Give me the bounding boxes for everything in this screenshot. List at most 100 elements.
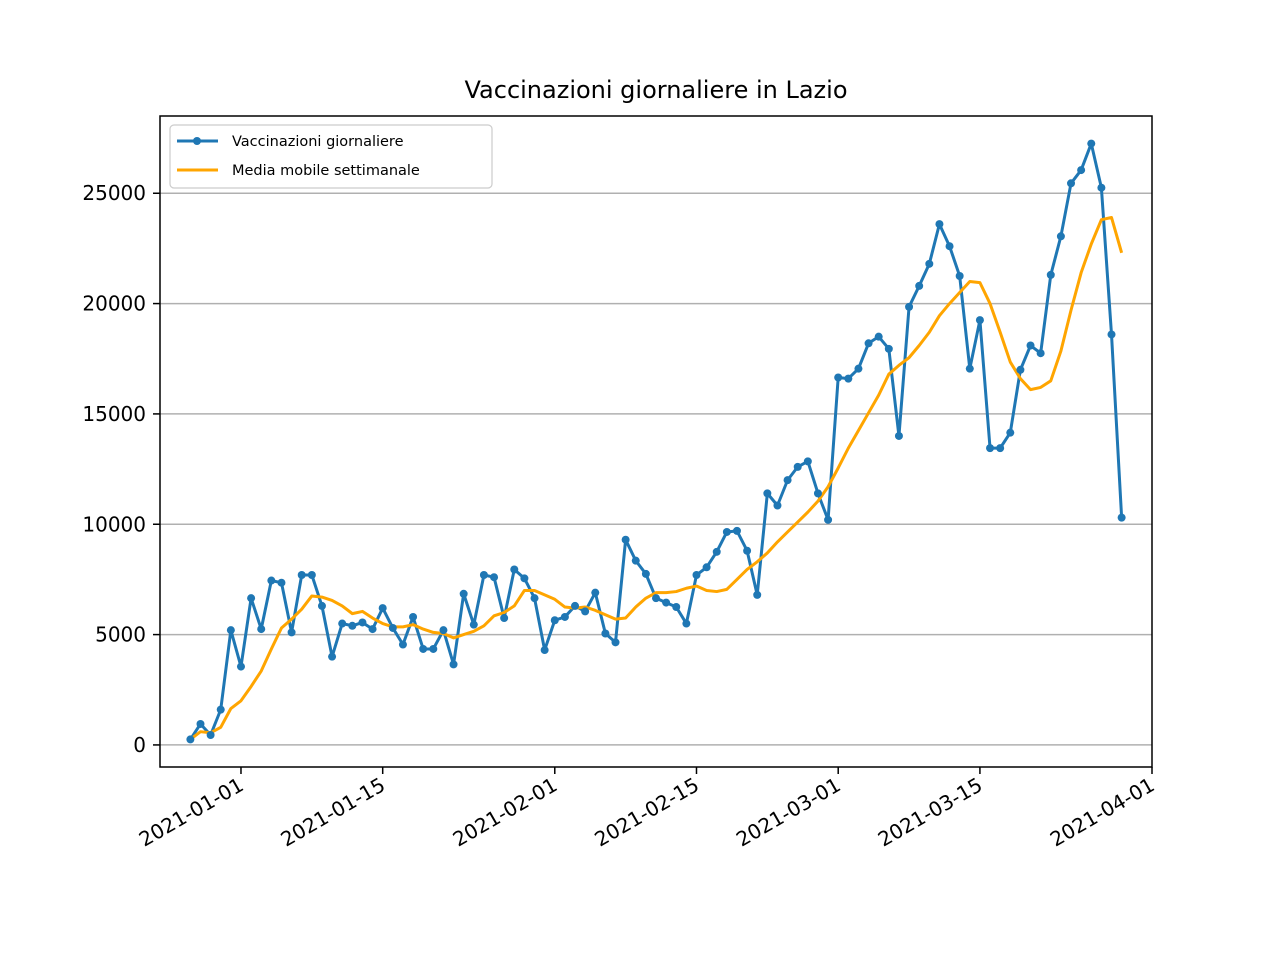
daily-point	[793, 462, 802, 471]
daily-point	[581, 607, 590, 616]
daily-point	[338, 619, 347, 628]
daily-point	[925, 259, 934, 268]
daily-point	[429, 644, 438, 653]
daily-point	[398, 640, 407, 649]
daily-point	[196, 719, 205, 728]
y-grid-lines	[160, 192, 1152, 746]
daily-point	[975, 316, 984, 325]
daily-point	[834, 373, 843, 382]
daily-point	[348, 621, 357, 630]
daily-point	[621, 535, 630, 544]
daily-point	[520, 574, 529, 583]
daily-point	[186, 735, 195, 744]
daily-point	[1087, 139, 1096, 148]
daily-point	[874, 332, 883, 341]
axes-frame	[159, 115, 1153, 768]
daily-point	[662, 598, 671, 607]
daily-point	[591, 588, 600, 597]
daily-point	[753, 590, 762, 599]
daily-point	[682, 619, 691, 628]
daily-point	[479, 571, 488, 580]
daily-point	[732, 526, 741, 535]
legend-label-daily: Vaccinazioni giornaliere	[232, 134, 404, 150]
daily-point	[631, 556, 640, 565]
daily-point	[824, 515, 833, 524]
daily-point	[317, 601, 326, 610]
legend: Vaccinazioni giornaliere Media mobile se…	[169, 124, 493, 189]
daily-point	[955, 271, 964, 280]
daily-point	[1117, 513, 1126, 522]
daily-point	[419, 644, 428, 653]
legend-marker-daily	[193, 137, 201, 145]
daily-point	[449, 660, 458, 669]
y-tick-label: 0	[133, 733, 146, 757]
legend-label-moving-avg: Media mobile settimanale	[232, 163, 420, 179]
daily-point	[409, 612, 418, 621]
daily-point	[236, 662, 245, 671]
daily-point	[945, 242, 954, 251]
daily-point	[550, 616, 559, 625]
y-tick-label: 25000	[82, 181, 146, 205]
daily-point	[328, 652, 337, 661]
daily-point	[1026, 341, 1035, 350]
daily-point	[743, 546, 752, 555]
daily-point	[864, 339, 873, 348]
daily-point	[1067, 179, 1076, 188]
daily-point	[206, 731, 215, 739]
moving-average-line	[189, 216, 1124, 741]
daily-point	[267, 576, 276, 585]
daily-point	[652, 594, 660, 603]
daily-point	[1077, 166, 1086, 175]
daily-point	[854, 364, 863, 373]
daily-point	[722, 527, 731, 536]
daily-point	[601, 629, 610, 638]
daily-point	[611, 638, 620, 647]
legend-box	[169, 124, 493, 189]
daily-point	[1046, 270, 1055, 279]
y-tick-label: 5000	[95, 623, 146, 647]
daily-point	[986, 444, 995, 453]
daily-point	[1056, 232, 1065, 241]
daily-point	[996, 444, 1005, 453]
daily-point	[490, 573, 499, 582]
daily-point	[915, 281, 924, 290]
daily-point	[1097, 183, 1106, 192]
daily-point	[469, 620, 478, 629]
daily-point	[277, 578, 286, 587]
daily-point	[307, 571, 316, 580]
daily-point	[287, 628, 296, 637]
daily-point	[884, 344, 893, 353]
daily-point	[378, 604, 387, 613]
daily-point	[257, 625, 266, 634]
daily-point	[905, 302, 914, 311]
daily-point	[1036, 349, 1045, 358]
y-tick-label: 10000	[82, 512, 146, 536]
daily-point	[1016, 365, 1025, 374]
daily-point	[965, 364, 974, 373]
daily-point	[560, 612, 569, 621]
y-axis: 0 5000 10000 15000 20000 25000	[82, 181, 160, 757]
daily-point	[226, 626, 235, 635]
daily-point	[813, 489, 822, 498]
daily-point	[388, 623, 397, 632]
daily-point	[672, 603, 681, 612]
daily-point	[712, 547, 721, 556]
daily-point	[358, 618, 367, 627]
daily-point	[641, 569, 650, 578]
daily-point	[439, 626, 448, 635]
daily-point	[540, 646, 549, 655]
daily-point	[368, 625, 377, 634]
y-tick-label: 15000	[82, 402, 146, 426]
y-tick-label: 20000	[82, 292, 146, 316]
daily-point	[1107, 330, 1116, 339]
plot-area	[186, 139, 1126, 744]
daily-point	[783, 476, 792, 485]
daily-point	[530, 594, 539, 603]
daily-point	[803, 457, 812, 466]
chart-title: Vaccinazioni giornaliere in Lazio	[464, 76, 847, 104]
daily-point	[459, 589, 468, 598]
daily-point	[216, 705, 225, 714]
daily-point	[894, 431, 903, 440]
daily-point	[500, 614, 509, 623]
